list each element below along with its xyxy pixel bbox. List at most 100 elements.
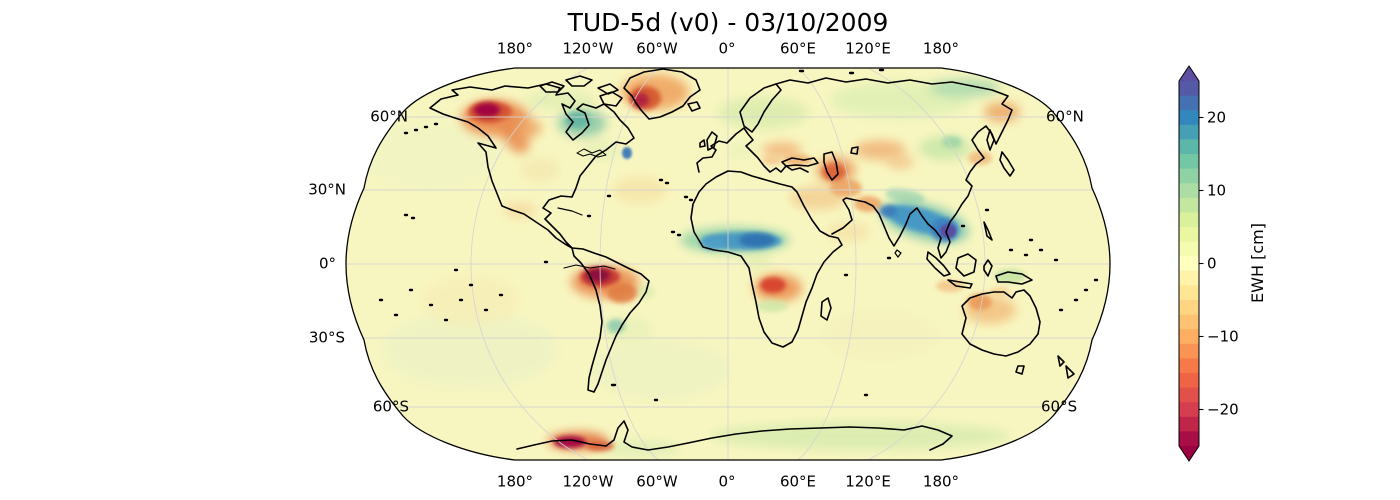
map-boundary (345, 67, 1111, 461)
lat-label-right: 60°N (1046, 107, 1084, 126)
colorbar-band (1179, 285, 1199, 301)
lon-label-top: 120°E (845, 39, 891, 58)
anomaly-congo-green (744, 254, 772, 270)
colorbar-band (1179, 241, 1199, 257)
lon-label-bottom: 0° (718, 472, 736, 491)
colorbar-band (1179, 402, 1199, 418)
anomaly-zambezi-core (760, 277, 786, 293)
chart-title: TUD-5d (v0) - 03/10/2009 (567, 8, 889, 37)
colorbar-band (1179, 110, 1199, 126)
colorbar-band (1179, 387, 1199, 403)
colorbar-band (1179, 256, 1199, 272)
lat-label-left: 0° (318, 254, 336, 273)
anomaly-ne-siberia-teal (930, 79, 1000, 97)
lon-label-top: 120°W (562, 39, 614, 58)
anomaly-himalaya-teal-band (885, 188, 925, 204)
lon-label-bottom: 60°W (636, 472, 678, 491)
anomaly-chukotka-orange (984, 102, 1020, 122)
lon-label-top: 60°W (636, 39, 678, 58)
colorbar-band (1179, 343, 1199, 359)
colorbar-band (1179, 373, 1199, 389)
colorbar-band (1179, 329, 1199, 345)
colorbar-band (1179, 431, 1199, 447)
anomaly-ukraine-orange (784, 154, 812, 166)
colorbar-band (1179, 124, 1199, 140)
ewh-anomaly-layer (360, 74, 1026, 456)
colorbar-band (1179, 81, 1199, 97)
lon-label-bottom: 180° (922, 472, 960, 491)
lon-label-top: 0° (718, 39, 736, 58)
anomaly-central-europe-green (726, 142, 758, 158)
anomaly-e-europe-orange (762, 142, 802, 158)
anomaly-caspian-red (822, 163, 846, 181)
lat-label-left: 30°N (308, 180, 346, 199)
lon-label-top: 180° (922, 39, 960, 58)
colorbar-band (1179, 227, 1199, 243)
coastlines (378, 68, 1099, 451)
colorbar-tick-label: 20 (1207, 108, 1227, 126)
anomaly-s-pacific-tint (380, 310, 560, 390)
colorbar-extend-top (1179, 66, 1199, 81)
colorbar-outline (1178, 65, 1200, 462)
graticule-gridlines (346, 68, 1110, 460)
colorbar-band (1179, 95, 1199, 111)
anomaly-alaska-core (474, 103, 500, 117)
lat-label-left: 60°N (370, 107, 408, 126)
colorbar-band (1179, 183, 1199, 199)
anomaly-se-pacific-warm-tint (420, 275, 520, 325)
colorbar-tick-label: 10 (1207, 181, 1227, 199)
anomaly-n-pacific-tint (360, 120, 500, 190)
colorbar-band (1179, 416, 1199, 432)
lon-label-top: 60°E (779, 39, 817, 58)
anomaly-new-guinea-green (994, 269, 1026, 283)
anomaly-arabian-sea-orange (826, 222, 870, 242)
anomaly-brazil-orange (607, 283, 637, 303)
anomaly-s-africa-green (756, 300, 788, 312)
anomaly-s-greenland-blue-dot (622, 147, 632, 159)
anomaly-s-atlantic-tint (590, 340, 730, 400)
anomaly-w-africa-blue (700, 236, 724, 250)
anomaly-indonesia-orange (936, 280, 964, 292)
anomaly-baltic-orange (762, 155, 782, 165)
anomaly-vietnam-purple-core (940, 224, 956, 238)
colorbar-band (1179, 358, 1199, 374)
colorbar-tick-label: 0 (1207, 254, 1217, 272)
anomaly-amazon-core (586, 268, 610, 282)
lat-label-right: 60°S (1041, 397, 1078, 416)
colorbar-band (1179, 197, 1199, 213)
colorbar-band (1179, 139, 1199, 155)
anomaly-indian-ocean-tint (820, 310, 940, 360)
anomaly-us-plains-tint (520, 158, 560, 182)
lon-label-bottom: 60°E (779, 472, 817, 491)
colorbar-band (1179, 314, 1199, 330)
anomaly-central-asia-orange (886, 155, 914, 169)
colorbar-axis-label: EWH [cm] (1248, 223, 1267, 303)
lon-label-bottom: 120°W (562, 472, 614, 491)
colorbar-band (1179, 270, 1199, 286)
lat-label-left: 30°S (308, 328, 345, 347)
anomaly-yukon-orange (514, 119, 542, 137)
colorbar-tick-label: −20 (1207, 400, 1239, 418)
anomaly-la-plata-teal (607, 319, 625, 333)
anomaly-w-antarctica-core (554, 436, 586, 448)
colorbar-band (1179, 300, 1199, 316)
colorbar-band (1179, 168, 1199, 184)
anomaly-nw-canada-green (525, 90, 595, 110)
colorbar-extend-bottom (1179, 446, 1199, 461)
anomaly-sahel-blue-core (739, 233, 775, 247)
anomaly-greenland-core (633, 93, 649, 107)
anomaly-bangladesh-blue (879, 205, 897, 217)
anomaly-kazakhstan-orange (854, 140, 906, 160)
anomaly-e-brazil-green (635, 284, 655, 300)
anomaly-australia-orange-core (968, 294, 992, 310)
anomaly-east-antarctica-green (710, 422, 1010, 450)
colorbar-tick-label: −10 (1207, 327, 1239, 345)
colorbar-band (1179, 212, 1199, 228)
lat-label-left: 60°S (372, 397, 409, 416)
lon-label-bottom: 120°E (845, 472, 891, 491)
lon-label-bottom: 180° (496, 472, 534, 491)
anomaly-mexico-orange-tint (504, 202, 536, 218)
anomaly-korea-orange (968, 151, 992, 165)
